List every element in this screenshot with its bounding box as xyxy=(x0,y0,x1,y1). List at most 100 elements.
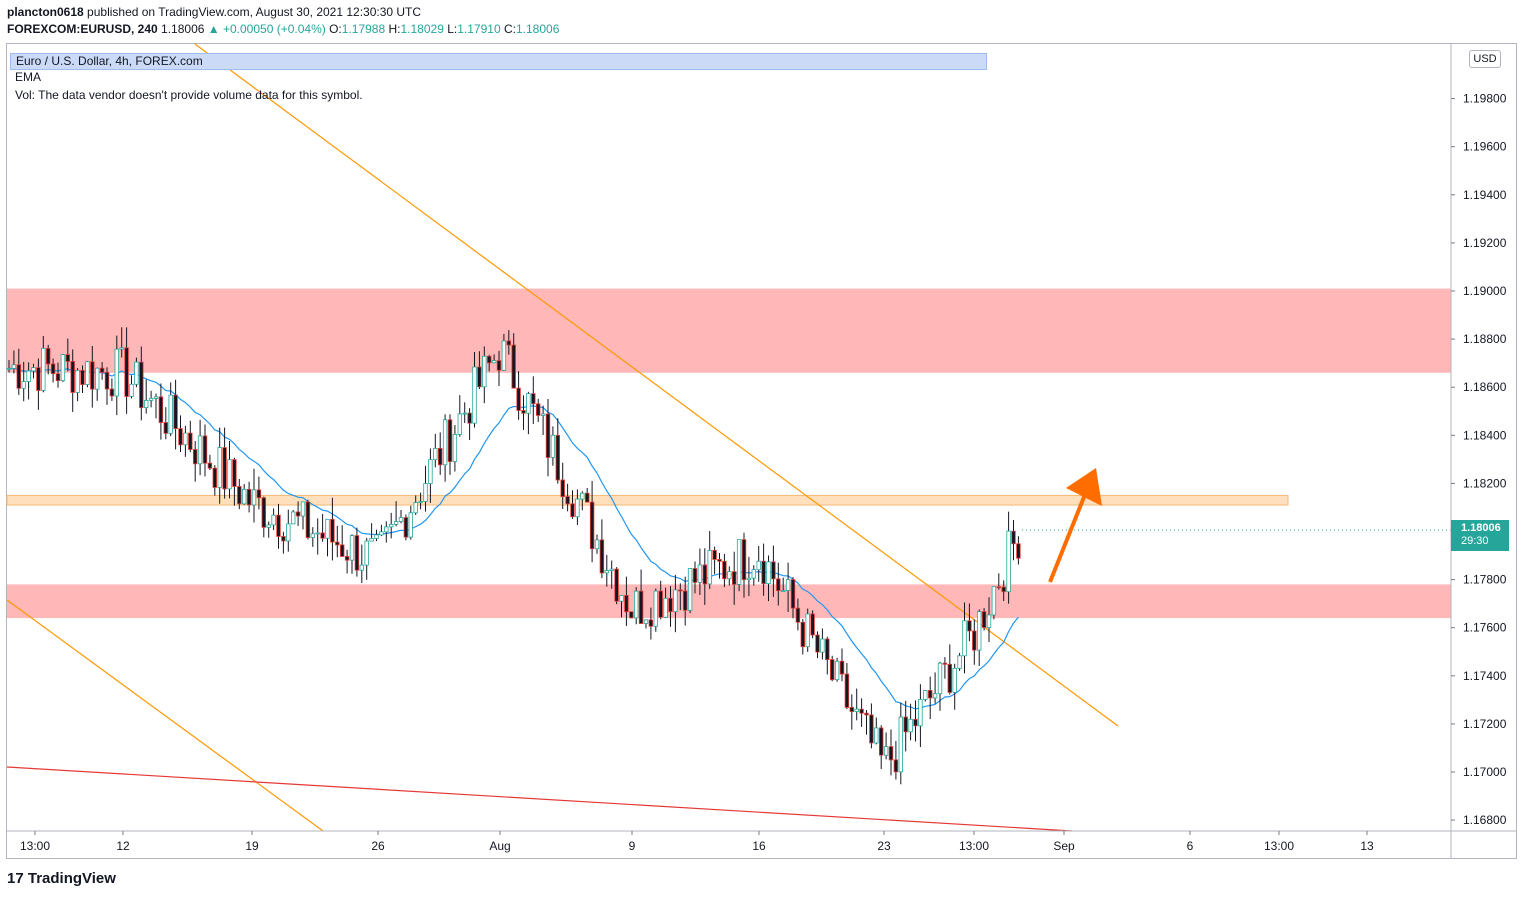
candle-body xyxy=(241,488,247,505)
candle-body xyxy=(237,486,242,505)
candle-body xyxy=(339,544,345,557)
candle-body xyxy=(472,366,477,424)
candle-body xyxy=(687,568,693,611)
legend-title[interactable]: Euro / U.S. Dollar, 4h, FOREX.com xyxy=(10,53,987,70)
candle-body xyxy=(349,535,355,561)
candle-body xyxy=(477,366,482,388)
candle-body xyxy=(511,344,516,389)
candle-body xyxy=(977,611,982,651)
lower-channel-line xyxy=(6,599,324,832)
candle-body xyxy=(643,619,649,624)
candle-body xyxy=(736,539,742,585)
candle-body xyxy=(90,361,95,390)
candle-body xyxy=(16,364,21,389)
candle-body xyxy=(286,523,291,542)
candle-body xyxy=(452,433,458,462)
legend-ema[interactable]: EMA xyxy=(15,70,42,84)
candle-body xyxy=(143,399,149,409)
candle-body xyxy=(442,419,448,466)
candle-body xyxy=(320,532,325,539)
candle-body xyxy=(124,347,129,397)
candle-body xyxy=(325,518,330,539)
y-tick-label: 1.19000 xyxy=(1463,284,1507,298)
candle-body xyxy=(741,539,747,581)
y-tick-label: 1.18600 xyxy=(1463,380,1507,394)
candle-body xyxy=(815,634,820,653)
candle-body xyxy=(981,611,987,628)
candle-body xyxy=(903,716,908,733)
candle-body xyxy=(1006,530,1011,593)
candle-body xyxy=(31,367,36,372)
legend-volume[interactable]: Vol: The data vendor doesn't provide vol… xyxy=(15,88,363,102)
candle-body xyxy=(727,571,732,580)
candle-body xyxy=(388,523,394,528)
candle-body xyxy=(212,467,217,488)
candle-body xyxy=(942,662,948,665)
tradingview-logo-icon: 17 xyxy=(7,870,24,887)
x-tick-label: 13:00 xyxy=(20,839,50,853)
candle-body xyxy=(898,716,903,773)
symbol-label: FOREXCOM:EURUSD, 240 xyxy=(7,22,158,36)
candle-body xyxy=(482,355,487,388)
candle-body xyxy=(947,663,952,693)
candle-body xyxy=(75,369,80,393)
candle-body xyxy=(820,638,825,653)
high-value: 1.18029 xyxy=(400,22,444,36)
x-tick-label: 9 xyxy=(629,839,636,853)
candle-body xyxy=(746,577,752,581)
candle-body xyxy=(290,511,296,525)
candle-body xyxy=(854,708,859,712)
candle-body xyxy=(80,369,85,385)
y-tick-label: 1.17400 xyxy=(1463,669,1507,683)
candle-body xyxy=(374,534,379,539)
candle-body xyxy=(923,690,928,700)
y-tick-label: 1.19400 xyxy=(1463,188,1507,202)
candle-body xyxy=(232,459,237,487)
candle-body xyxy=(859,708,864,714)
candle-body xyxy=(305,501,311,538)
candle-body xyxy=(795,607,801,623)
candle-body xyxy=(256,489,262,499)
candle-body xyxy=(864,712,869,716)
candle-body xyxy=(467,412,472,424)
candle-body xyxy=(354,535,360,571)
candle-body xyxy=(6,368,12,370)
candle-body xyxy=(609,568,614,571)
candle-body xyxy=(834,660,840,681)
candle-body xyxy=(781,590,786,592)
candle-body xyxy=(869,714,874,744)
candle-body xyxy=(418,501,423,503)
candle-body xyxy=(271,514,276,526)
candle-body xyxy=(673,589,678,613)
candle-body xyxy=(893,759,899,773)
candle-body xyxy=(129,383,134,397)
candle-body xyxy=(766,561,771,584)
candle-body xyxy=(369,538,374,542)
x-tick-label: 6 xyxy=(1187,839,1194,853)
chart-frame[interactable] xyxy=(6,43,1517,859)
candle-body xyxy=(506,340,511,346)
candle-body xyxy=(70,361,75,393)
y-tick-label: 1.18800 xyxy=(1463,332,1507,346)
price-tag-value: 1.18006 xyxy=(1461,522,1501,534)
candle-body xyxy=(702,564,707,585)
candle-body xyxy=(663,597,668,618)
candle-body xyxy=(761,560,766,584)
candle-body xyxy=(957,655,962,669)
candle-body xyxy=(148,397,154,401)
candle-body xyxy=(379,531,384,536)
y-tick-label: 1.17600 xyxy=(1463,621,1507,635)
candle-body xyxy=(830,659,835,681)
currency-badge[interactable]: USD xyxy=(1469,50,1501,68)
candle-body xyxy=(261,497,266,528)
candle-body xyxy=(516,387,521,411)
support-trend-line xyxy=(6,766,1073,832)
candle-body xyxy=(707,549,712,585)
candle-body xyxy=(139,361,144,409)
candle-body xyxy=(408,512,413,538)
candle-body xyxy=(1001,586,1006,593)
candle-body xyxy=(266,524,271,528)
x-tick-label: 13:00 xyxy=(1264,839,1294,853)
candle-body xyxy=(168,394,173,434)
